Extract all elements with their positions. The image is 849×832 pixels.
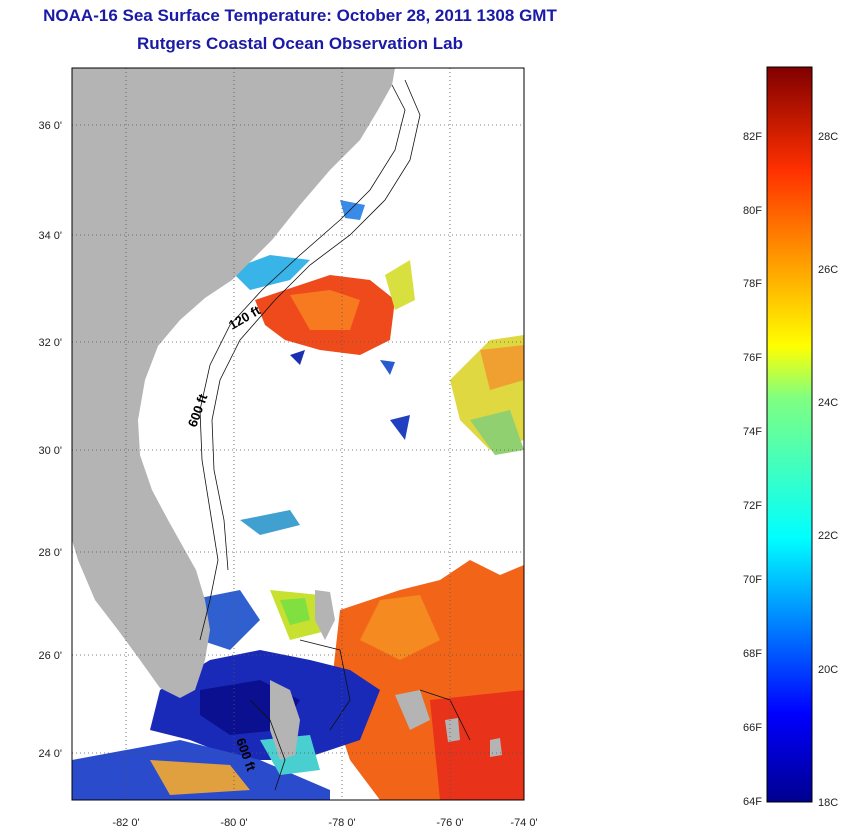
- colorbar-label-f: 70F: [743, 574, 762, 586]
- colorbar-label-c: 28C: [818, 131, 838, 143]
- lon-label: -76 0': [436, 817, 463, 829]
- lon-label: -80 0': [220, 817, 247, 829]
- colorbar-label-f: 74F: [743, 426, 762, 438]
- lon-labels: -82 0' -80 0' -78 0' -76 0' -74 0': [112, 817, 537, 829]
- lat-label: 30 0': [38, 445, 62, 457]
- lat-label: 28 0': [38, 547, 62, 559]
- colorbar-label-f: 76F: [743, 352, 762, 364]
- map-frame: [71, 67, 525, 801]
- colorbar-label-c: 24C: [818, 397, 838, 409]
- colorbar-label-f: 82F: [743, 131, 762, 143]
- colorbar-label-c: 18C: [818, 797, 838, 809]
- colorbar-label-c: 20C: [818, 664, 838, 676]
- map-subtitle: Rutgers Coastal Ocean Observation Lab: [137, 34, 463, 53]
- colorbar-label-c: 26C: [818, 264, 838, 276]
- lat-label: 34 0': [38, 230, 62, 242]
- colorbar-label-f: 80F: [743, 205, 762, 217]
- lat-label: 26 0': [38, 650, 62, 662]
- colorbar: [766, 66, 813, 803]
- map-title: NOAA-16 Sea Surface Temperature: October…: [43, 6, 557, 25]
- lat-label: 32 0': [38, 337, 62, 349]
- lat-labels: 36 0' 34 0' 32 0' 30 0' 28 0' 26 0' 24 0…: [38, 120, 62, 760]
- colorbar-c-labels: 28C 26C 24C 22C 20C 18C: [818, 131, 838, 809]
- colorbar-label-f: 72F: [743, 500, 762, 512]
- colorbar-label-f: 66F: [743, 722, 762, 734]
- lat-label: 36 0': [38, 120, 62, 132]
- colorbar-label-c: 22C: [818, 530, 838, 542]
- lon-label: -82 0': [112, 817, 139, 829]
- map-layers: [72, 68, 524, 800]
- map-grid: [72, 68, 524, 800]
- colorbar-label-f: 64F: [743, 796, 762, 808]
- lat-label: 24 0': [38, 748, 62, 760]
- colorbar-label-f: 78F: [743, 278, 762, 290]
- lon-label: -78 0': [328, 817, 355, 829]
- lon-label: -74 0': [510, 817, 537, 829]
- colorbar-label-f: 68F: [743, 648, 762, 660]
- land-masses: [72, 68, 502, 760]
- colorbar-f-labels: 82F 80F 78F 76F 74F 72F 70F 68F 66F 64F: [743, 131, 762, 808]
